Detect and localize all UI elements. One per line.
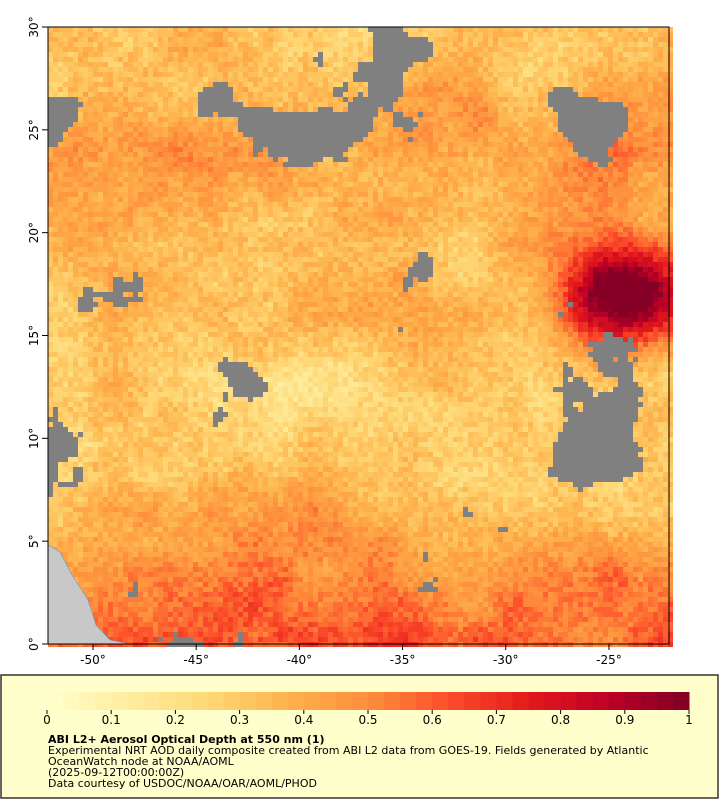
aod-cells bbox=[48, 27, 673, 642]
x-tick-label: -50° bbox=[80, 653, 106, 667]
colorbar-step bbox=[47, 692, 64, 710]
x-tick-label: -25° bbox=[596, 653, 622, 667]
y-tick-label: 10° bbox=[27, 428, 41, 449]
aod-cells bbox=[48, 27, 673, 537]
colorbar-step bbox=[640, 692, 658, 710]
x-tick-label: -30° bbox=[493, 653, 519, 667]
colorbar-step bbox=[480, 692, 497, 710]
colorbar: 0 0.1 0.2 0.3 0.4 0.5 0.6 0.7 0.8 0.9 1 bbox=[43, 692, 693, 727]
colorbar-step bbox=[528, 692, 546, 710]
colorbar-step bbox=[592, 692, 610, 710]
colorbar-tick-label: 0.7 bbox=[487, 713, 506, 727]
aod-cells bbox=[48, 27, 673, 542]
aod-cells bbox=[583, 257, 668, 327]
colorbar-tick-label: 0.1 bbox=[102, 713, 121, 727]
colorbar-step bbox=[239, 692, 257, 710]
colorbar-tick-label: 0.3 bbox=[230, 713, 249, 727]
aod-cells bbox=[48, 42, 673, 647]
colorbar-tick-label: 0 bbox=[43, 713, 51, 727]
caption-title: ABI L2+ Aerosol Optical Depth at 550 nm … bbox=[48, 733, 325, 746]
colorbar-step bbox=[576, 692, 594, 710]
map-axes: -50° -45° -40° -35° -30° -25° 0° 5° 10° 15° 20° 25°… bbox=[27, 16, 622, 667]
colorbar-step bbox=[560, 692, 578, 710]
aod-cells bbox=[48, 27, 673, 587]
colorbar-step bbox=[255, 692, 273, 710]
aod-cells bbox=[48, 27, 673, 602]
colorbar-step bbox=[111, 692, 128, 710]
colorbar-step bbox=[271, 692, 289, 710]
aod-cells bbox=[593, 262, 658, 327]
colorbar-step bbox=[512, 692, 529, 710]
y-tick-label: 5° bbox=[27, 534, 41, 548]
cloud-mask bbox=[48, 27, 643, 647]
x-tick-label: -35° bbox=[390, 653, 416, 667]
colorbar-tick-label: 0.8 bbox=[551, 713, 570, 727]
caption-line: Data courtesy of USDOC/NOAA/OAR/AOML/PHO… bbox=[48, 777, 317, 790]
colorbar-step bbox=[223, 692, 241, 710]
colorbar-step bbox=[384, 692, 401, 710]
colorbar-step bbox=[95, 692, 112, 710]
colorbar-step bbox=[672, 692, 690, 710]
aod-cells bbox=[278, 382, 283, 387]
colorbar-step bbox=[127, 692, 144, 710]
caption-line: OceanWatch node at NOAA/AOML bbox=[48, 755, 235, 768]
caption-line: Experimental NRT AOD daily composite cre… bbox=[48, 744, 649, 757]
colorbar-step bbox=[608, 692, 626, 710]
aod-field bbox=[47, 27, 673, 647]
colorbar-step bbox=[335, 692, 353, 710]
colorbar-step bbox=[464, 692, 481, 710]
colorbar-step bbox=[207, 692, 225, 710]
colorbar-step bbox=[432, 692, 449, 710]
colorbar-tick-label: 0.9 bbox=[615, 713, 634, 727]
colorbar-step bbox=[287, 692, 305, 710]
aod-cells bbox=[48, 27, 673, 612]
x-tick-label: -45° bbox=[183, 653, 209, 667]
colorbar-tick-label: 1 bbox=[685, 713, 693, 727]
colorbar-step bbox=[143, 692, 160, 710]
y-tick-label: 25° bbox=[27, 119, 41, 140]
colorbar-step bbox=[175, 692, 192, 710]
colorbar-step bbox=[303, 692, 321, 710]
colorbar-step bbox=[63, 692, 80, 710]
colorbar-step bbox=[400, 692, 417, 710]
y-tick-label: 0° bbox=[27, 637, 41, 651]
colorbar-step bbox=[159, 692, 176, 710]
colorbar-step bbox=[319, 692, 337, 710]
colorbar-step bbox=[656, 692, 674, 710]
colorbar-tick-label: 0.5 bbox=[358, 713, 377, 727]
y-tick-label: 15° bbox=[27, 325, 41, 346]
aod-cells bbox=[588, 267, 663, 317]
colorbar-tick-label: 0.6 bbox=[423, 713, 442, 727]
colorbar-tick-label: 0.2 bbox=[166, 713, 185, 727]
y-tick-label: 30° bbox=[27, 16, 41, 37]
colorbar-step bbox=[624, 692, 642, 710]
aod-cells bbox=[588, 267, 663, 322]
colorbar-tick-label: 0.4 bbox=[294, 713, 313, 727]
y-tick-label: 20° bbox=[27, 222, 41, 243]
colorbar-step bbox=[496, 692, 513, 710]
colorbar-step bbox=[544, 692, 562, 710]
colorbar-step bbox=[416, 692, 433, 710]
colorbar-step bbox=[351, 692, 369, 710]
colorbar-step bbox=[448, 692, 465, 710]
colorbar-step bbox=[368, 692, 385, 710]
x-tick-label: -40° bbox=[287, 653, 313, 667]
caption-line: (2025-09-12T00:00:00Z) bbox=[48, 766, 184, 779]
colorbar-step bbox=[79, 692, 96, 710]
colorbar-step bbox=[191, 692, 208, 710]
